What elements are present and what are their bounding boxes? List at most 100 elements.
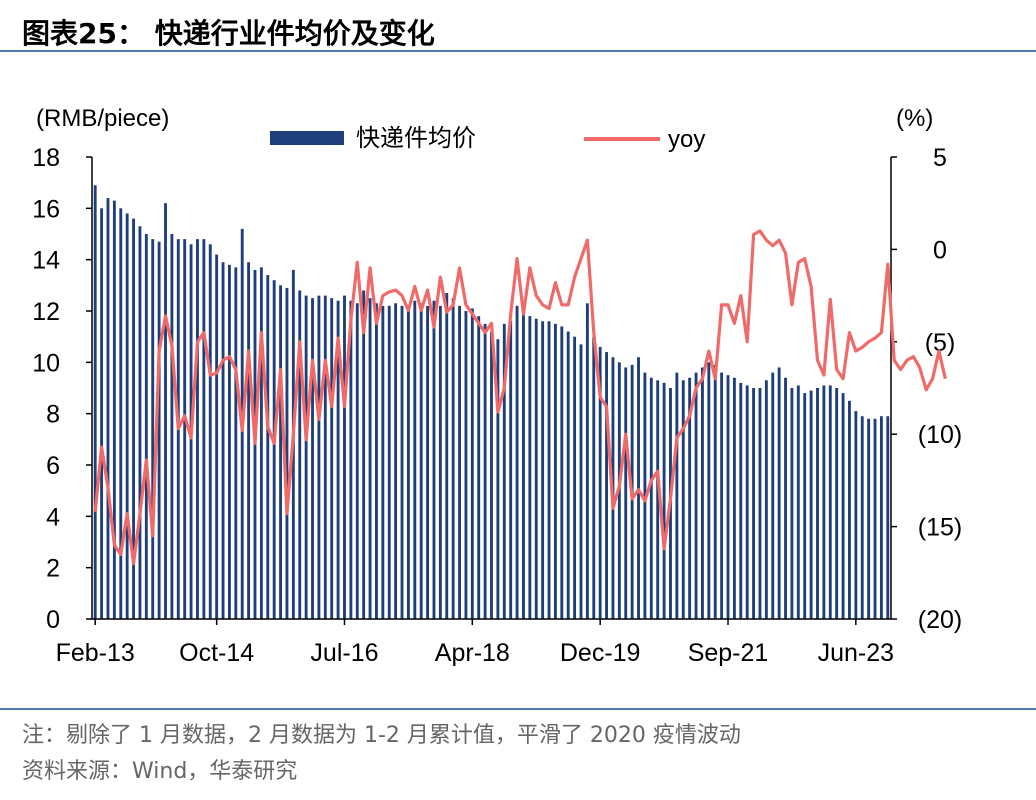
- bar: [375, 303, 378, 619]
- footer-divider: [0, 708, 1036, 710]
- right-tick-label: (20): [918, 606, 962, 634]
- bar: [445, 293, 449, 619]
- bar: [419, 303, 423, 619]
- bar: [458, 305, 461, 619]
- bar: [879, 416, 883, 619]
- bar: [343, 295, 346, 619]
- bar: [336, 300, 340, 619]
- bar: [279, 285, 283, 619]
- bar: [713, 364, 717, 619]
- bar: [272, 280, 276, 619]
- bar: [317, 295, 321, 619]
- bar: [234, 267, 238, 619]
- left-tick-label: 10: [32, 349, 60, 377]
- bar: [547, 321, 551, 619]
- bar: [771, 372, 775, 619]
- bar: [432, 300, 436, 619]
- legend-bar-label: 快递件均价: [356, 125, 476, 152]
- x-tick-label: Feb-13: [56, 639, 135, 667]
- bar: [566, 331, 570, 619]
- x-tick-label: Jun-23: [818, 639, 894, 667]
- left-tick-label: 18: [32, 144, 60, 172]
- x-tick-label: Sep-21: [688, 639, 769, 667]
- legend: 快递件均价 yoy: [270, 125, 705, 153]
- bar: [247, 262, 251, 619]
- bar: [400, 305, 404, 619]
- bar: [732, 377, 736, 619]
- bar: [579, 344, 583, 619]
- bar: [227, 264, 231, 619]
- bar: [656, 380, 660, 619]
- right-tick-label: 5: [933, 144, 947, 172]
- bar: [119, 208, 123, 620]
- bar: [624, 367, 628, 619]
- bar: [502, 323, 506, 619]
- yoy-line: [93, 229, 947, 566]
- bar: [873, 418, 877, 619]
- bar: [662, 382, 666, 619]
- bar: [585, 303, 589, 619]
- bar: [573, 336, 577, 619]
- bar: [304, 295, 308, 619]
- bar: [809, 390, 813, 619]
- bar: [483, 323, 487, 619]
- bar: [822, 385, 826, 619]
- legend-line-label: yoy: [668, 126, 705, 153]
- legend-bar-swatch: [270, 131, 344, 145]
- right-tick-label: (15): [918, 514, 962, 542]
- left-tick-label: 16: [32, 195, 60, 223]
- source-note: 资料来源：Wind，华泰研究: [22, 759, 298, 784]
- right-tick-label: (10): [918, 421, 962, 449]
- bar: [138, 226, 142, 620]
- bar: [362, 290, 366, 619]
- bar: [764, 380, 768, 619]
- bar: [144, 234, 148, 619]
- bar: [164, 203, 167, 619]
- bar: [835, 388, 839, 619]
- bar: [649, 377, 653, 619]
- bar: [100, 208, 104, 620]
- bar: [438, 305, 442, 619]
- left-tick-label: 6: [46, 452, 60, 480]
- footnote: 注：剔除了 1 月数据，2 月数据为 1-2 月累计值，平滑了 2020 疫情波…: [22, 723, 741, 748]
- x-tick-label: Jul-16: [310, 639, 378, 667]
- bar: [394, 303, 398, 619]
- bar: [745, 385, 749, 619]
- bar: [784, 377, 787, 619]
- bar: [854, 411, 858, 619]
- bar: [681, 380, 685, 619]
- bar: [752, 388, 756, 619]
- bar: [183, 239, 187, 619]
- bar: [739, 382, 743, 619]
- bar: [605, 352, 608, 619]
- bar: [470, 308, 474, 619]
- bar: [796, 385, 800, 619]
- bar: [221, 262, 225, 619]
- bar: [522, 311, 525, 619]
- bar: [157, 241, 161, 619]
- bar: [132, 218, 135, 619]
- left-tick-label: 12: [32, 298, 60, 326]
- x-tick-label: Apr-18: [435, 639, 510, 667]
- title-divider: [0, 50, 1036, 52]
- bar: [790, 388, 794, 619]
- bar: [528, 316, 532, 619]
- bar: [112, 200, 116, 619]
- bar: [381, 305, 385, 619]
- bar: [700, 367, 704, 619]
- bar: [694, 372, 698, 619]
- left-axis-label: (RMB/piece): [36, 105, 169, 132]
- right-tick-label: 0: [933, 236, 947, 264]
- bar: [266, 275, 270, 619]
- x-tick-label: Dec-19: [560, 639, 641, 667]
- bar: [509, 321, 513, 619]
- bar: [355, 303, 359, 619]
- bar: [387, 305, 391, 619]
- bar: [675, 372, 679, 619]
- bar: [515, 305, 519, 619]
- bar: [592, 336, 596, 619]
- bar: [867, 418, 871, 619]
- left-tick-label: 2: [46, 555, 60, 583]
- bar: [93, 185, 97, 619]
